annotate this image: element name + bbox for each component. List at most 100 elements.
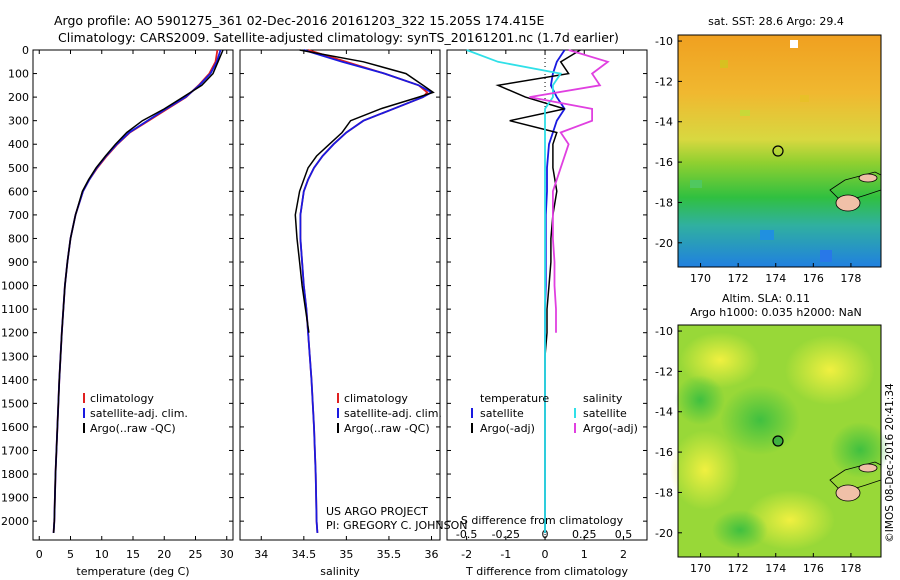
sst-field [678, 35, 881, 267]
legend-label-t-satellite: satellite [480, 407, 524, 420]
legend-title-salinity: salinity [583, 392, 623, 405]
sst-patch [800, 95, 809, 102]
x-tick-label: 34 [254, 548, 268, 561]
depth-tick-label: 300 [8, 115, 29, 128]
map-top-title: sat. SST: 28.6 Argo: 29.4 [708, 15, 844, 28]
sla-low [712, 510, 768, 550]
x-tick-label: 25 [189, 548, 203, 561]
depth-tick-label: 1900 [1, 492, 29, 505]
temperature-lines [52, 49, 224, 533]
salinity-panel [239, 49, 441, 541]
sla-map [670, 325, 890, 557]
lat-tick-label: -10 [655, 35, 673, 48]
depth-tick-label: 500 [8, 162, 29, 175]
sla-low [830, 422, 890, 478]
lat-tick-label: -12 [655, 75, 673, 88]
depth-tick-label: 1400 [1, 374, 29, 387]
x-tick-label: 20 [157, 548, 171, 561]
lon-tick-label: 172 [728, 272, 749, 285]
sla-low [675, 375, 725, 425]
lat-tick-label: -10 [655, 325, 673, 338]
series-line-satellite [52, 49, 222, 533]
legend-label-t-argo: Argo(-adj) [480, 422, 535, 435]
lon-tick-label: 172 [728, 562, 749, 575]
x-axes: 0 5 10 15 20 25 30 34 34.5 35 35.5 36 -2 -1 0 1 2 -0.5 -0.… [36, 50, 632, 561]
depth-tick-label: 0 [22, 44, 29, 57]
x-tick-label-secondary: 0.5 [615, 528, 633, 541]
sst-map [678, 35, 882, 267]
temperature-xlabel: temperature (deg C) [76, 565, 189, 578]
legend-label-climatology: climatology [90, 392, 154, 405]
project-pi: PI: GREGORY C. JOHNSON [326, 519, 467, 532]
series-line-satellite [299, 49, 434, 533]
argo-location-marker [772, 435, 784, 447]
depth-tick-label: 1000 [1, 280, 29, 293]
difference-xlabel: T difference from climatology [465, 565, 628, 578]
lon-tick-label: 174 [765, 272, 786, 285]
x-tick-label: -1 [500, 548, 511, 561]
island-fiji [835, 484, 861, 502]
x-tick-label: 15 [126, 548, 140, 561]
depth-axis: 0 100 200 300 400 500 600 700 800 900 1000 1100 1200… [1, 44, 647, 528]
depth-tick-label: 800 [8, 232, 29, 245]
lat-tick-label: -20 [655, 527, 673, 540]
sla-high [785, 335, 875, 405]
lat-tick-label: -18 [655, 486, 673, 499]
difference-lines [466, 49, 610, 533]
lat-tick-label: -16 [655, 446, 673, 459]
depth-tick-label: 600 [8, 185, 29, 198]
x-tick-label: 34.5 [292, 548, 317, 561]
island [858, 173, 878, 183]
depth-tick-label: 1700 [1, 444, 29, 457]
lat-tick-label: -16 [655, 156, 673, 169]
sst-missing-cell [790, 40, 798, 48]
depth-tick-label: 2000 [1, 515, 29, 528]
legend-label-satellite: satellite-adj. clim. [90, 407, 188, 420]
island-fiji [835, 194, 861, 212]
depth-tick-label: 1800 [1, 468, 29, 481]
sla-high [680, 332, 760, 388]
lat-tick-label: -12 [655, 365, 673, 378]
x-tick-label: 35.5 [377, 548, 402, 561]
series-line-climatology [299, 49, 429, 533]
lon-tick-label: 170 [690, 562, 711, 575]
lon-tick-label: 176 [803, 272, 824, 285]
depth-tick-label: 100 [8, 68, 29, 81]
x-tick-label-secondary: -0.5 [456, 528, 477, 541]
depth-tick-label: 200 [8, 91, 29, 104]
legend-label-satellite: satellite-adj. clim. [344, 407, 442, 420]
salinity-lines [294, 49, 435, 533]
x-tick-label: 35 [339, 548, 353, 561]
x-tick-label: 1 [581, 548, 588, 561]
lon-tick-label: 178 [840, 272, 861, 285]
title-line-2: Climatology: CARS2009. Satellite-adjuste… [58, 30, 619, 45]
island [858, 463, 878, 473]
depth-tick-label: 400 [8, 138, 29, 151]
x-tick-label: 36 [424, 548, 438, 561]
sst-patch [760, 230, 774, 240]
lon-tick-label: 178 [840, 562, 861, 575]
map-bottom-title-1: Altim. SLA: 0.11 [722, 292, 810, 305]
argo-location-marker [772, 145, 784, 157]
lon-tick-label: 174 [765, 562, 786, 575]
map-bottom-title-2: Argo h1000: 0.035 h2000: NaN [690, 306, 862, 319]
sla-high [745, 490, 835, 550]
lon-tick-label: 176 [803, 562, 824, 575]
series-line-climatology [52, 49, 219, 533]
lat-tick-label: -18 [655, 196, 673, 209]
x-tick-label: 30 [220, 548, 234, 561]
temperature-panel [32, 49, 234, 541]
salinity-xlabel: salinity [320, 565, 360, 578]
title-line-1: Argo profile: AO 5901275_361 02-Dec-2016… [54, 13, 545, 28]
map-bottom-frame [677, 324, 882, 558]
series-line-argo [52, 49, 224, 533]
depth-tick-label: 1200 [1, 327, 29, 340]
series-line-argo [294, 49, 435, 333]
map-top-frame [677, 34, 882, 268]
sst-patch [690, 180, 702, 188]
timestamp-stamp: ©IMOS 08-Dec-2016 20:41:34 [884, 383, 896, 543]
legend-label-climatology: climatology [344, 392, 408, 405]
sla-low [720, 385, 800, 455]
legend-title-temperature: temperature [480, 392, 549, 405]
